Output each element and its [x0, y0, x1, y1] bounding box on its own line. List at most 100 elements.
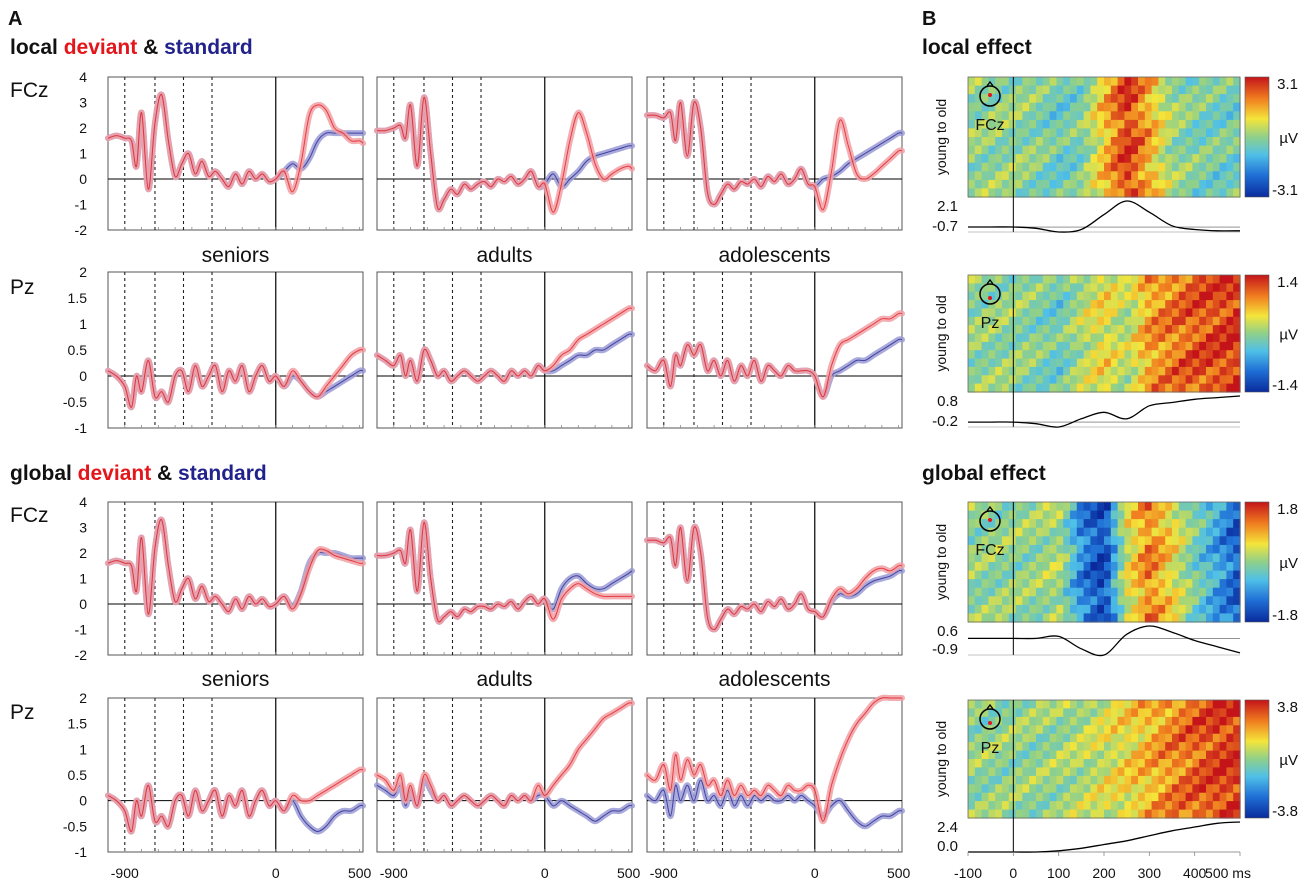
heatmap-cell [1131, 275, 1139, 284]
heatmap-cell [1124, 275, 1132, 284]
heatmap-cell [1219, 283, 1227, 293]
heatmap-cell [981, 562, 989, 572]
heatmap-cell [1063, 519, 1071, 529]
heatmap-cell [1124, 775, 1132, 785]
heatmap-cell [1151, 179, 1159, 190]
heatmap-cell [1151, 742, 1159, 752]
heatmap-cell [1070, 604, 1078, 615]
heatmap-cell [1042, 162, 1051, 172]
heatmap-cell [1056, 358, 1064, 368]
heatmap-cell [1212, 94, 1221, 104]
heatmap-cell [1015, 325, 1023, 335]
heatmap-cell [1097, 553, 1105, 563]
heatmap-cell [1158, 179, 1166, 190]
heatmap-cell [1219, 562, 1227, 572]
heatmap-cell [1110, 128, 1119, 138]
heatmap-cell [1117, 145, 1125, 155]
y-tick-label: 2 [79, 545, 87, 561]
heatmap-cell [1172, 562, 1180, 572]
heatmap-cell [1008, 300, 1017, 310]
heatmap-cell [1144, 119, 1153, 130]
heatmap-cell [1124, 596, 1132, 606]
heatmap-cell [1185, 570, 1193, 580]
heatmap-cell [1158, 275, 1166, 284]
heatmap-cell [1008, 544, 1017, 555]
heatmap-cell [1172, 94, 1180, 104]
heatmap-cell [1185, 708, 1193, 718]
heatmap-cell [1090, 700, 1098, 709]
heatmap-cell [1056, 154, 1064, 164]
heatmap-cell [1233, 809, 1241, 819]
heatmap-cell [1036, 742, 1044, 752]
heatmap-cell [1104, 94, 1112, 104]
heatmap-cell [1029, 784, 1037, 794]
heatmap-cell [995, 725, 1003, 735]
heatmap-cell [988, 350, 996, 360]
heatmap-cell [1124, 792, 1132, 802]
heatmap-cell [1097, 128, 1105, 138]
heatmap-cell [1070, 759, 1078, 768]
heatmap-cell [1199, 358, 1207, 368]
heatmap-cell [1015, 85, 1023, 95]
heatmap-cell [1029, 358, 1037, 368]
heatmap-cell [1002, 570, 1010, 580]
heatmap-cell [1185, 383, 1193, 393]
heatmap-cell [1008, 341, 1017, 351]
heatmap-cell [1206, 137, 1214, 147]
heatmap-cell [1076, 579, 1085, 589]
heatmap-cell [1172, 733, 1180, 743]
heatmap-cell [1185, 291, 1193, 301]
heatmap-cell [1151, 145, 1159, 155]
heatmap-cell [1124, 316, 1132, 326]
heatmap-cell [1022, 700, 1030, 709]
heatmap-cell [1070, 94, 1078, 104]
heatmap-cell [1158, 742, 1166, 752]
heatmap-cell [1144, 94, 1153, 104]
heatmap-cell [1022, 784, 1030, 794]
heatmap-cell [1131, 544, 1139, 555]
heatmap-cell [1097, 716, 1105, 726]
heatmap-cell [988, 325, 996, 335]
heatmap-cell [1185, 341, 1193, 351]
heatmap-cell [1138, 596, 1146, 606]
y-tick-label: -1 [75, 622, 88, 638]
heatmap-cell [1090, 179, 1098, 190]
heatmap-cell [1151, 341, 1159, 351]
heatmap-cell [1070, 700, 1078, 709]
heatmap-cell [1056, 604, 1064, 615]
heatmap-cell [1172, 767, 1180, 777]
heatmap-cell [988, 613, 996, 623]
effect-trace-line [967, 200, 1241, 233]
heatmap-cell [1070, 171, 1078, 181]
heatmap-cell [1049, 179, 1057, 190]
heatmap-cell [1008, 128, 1017, 138]
heatmap-cell [1192, 102, 1200, 112]
heatmap-cell [1199, 162, 1207, 172]
heatmap-cell [1144, 137, 1153, 147]
heatmap-cell [1206, 725, 1214, 735]
heatmap-cell [1138, 128, 1146, 138]
heatmap-cell [1185, 587, 1193, 597]
heatmap-cell [1076, 536, 1085, 546]
heatmap-cell [1090, 536, 1098, 546]
trace-min-label: -0.2 [932, 413, 958, 430]
heatmap-cell [1212, 604, 1221, 615]
heatmap-cell [1097, 742, 1105, 752]
heatmap-cell [1042, 742, 1051, 752]
heatmap-cell [1185, 358, 1193, 368]
heatmap-cell [1192, 604, 1200, 615]
heatmap-cell [1233, 102, 1241, 112]
heatmap-cell [1124, 179, 1132, 190]
heatmap-cell [1015, 742, 1023, 752]
heatmap-cell [1219, 162, 1227, 172]
heatmap-cell [1029, 300, 1037, 310]
heatmap-cell [1063, 128, 1071, 138]
heatmap-cell [1117, 792, 1125, 802]
heatmap-cell [968, 742, 976, 752]
heatmap-cell [1144, 809, 1153, 819]
heatmap-cell [1158, 553, 1166, 563]
heatmap-cell [1070, 137, 1078, 147]
heatmap-cell [1042, 570, 1051, 580]
heatmap-cell [1172, 85, 1180, 95]
heatmap-cell [1212, 300, 1221, 310]
